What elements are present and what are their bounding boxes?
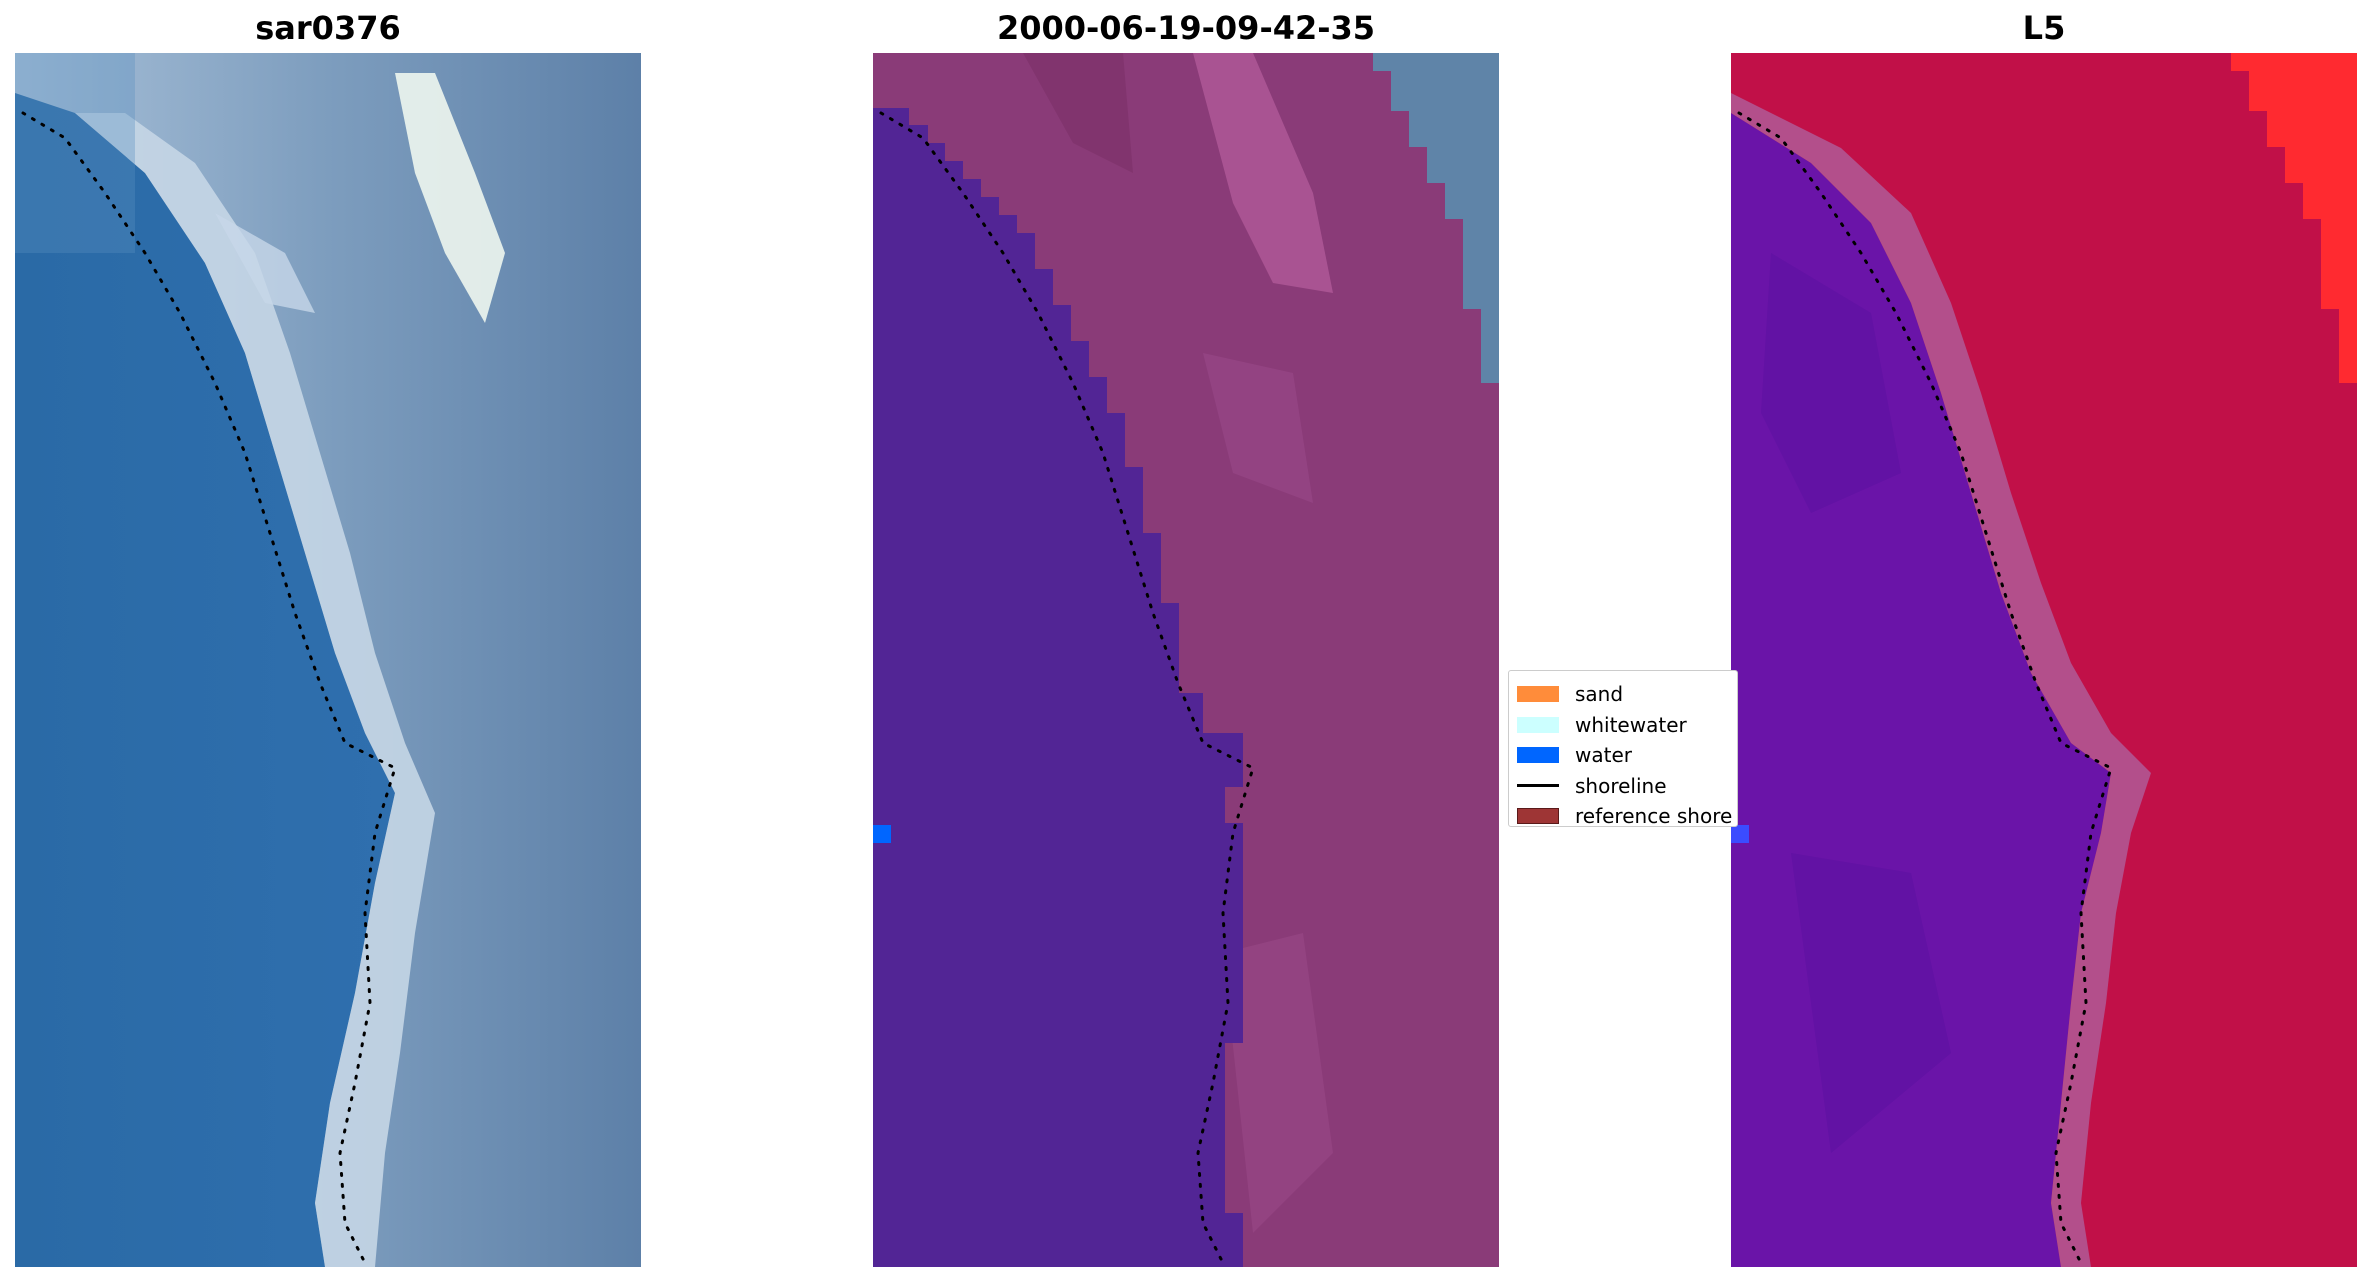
rgb-image-panel (15, 53, 641, 1267)
bright-red-region (2231, 53, 2357, 383)
rgb-image (15, 53, 641, 1267)
classified-image (873, 53, 1499, 1267)
legend-item-sand: sand (1517, 679, 1737, 710)
legend-item-shoreline: shoreline (1517, 771, 1737, 802)
legend-swatch-reference (1517, 808, 1559, 825)
sensor-image-panel (1731, 53, 2357, 1267)
water-pixel (1731, 825, 1749, 843)
legend-item-reference-shoreline: reference shore (1517, 801, 1737, 827)
shoreline-dotted (21, 111, 397, 1267)
shoreline-dotted (1737, 111, 2113, 1267)
legend-label: shoreline (1575, 773, 1667, 798)
legend-label: sand (1575, 682, 1624, 707)
unclassified-region (1373, 53, 1499, 383)
legend-swatch-sand (1517, 686, 1559, 703)
legend-swatch-whitewater (1517, 716, 1559, 733)
legend: sand whitewater water shoreline referenc… (1508, 670, 1738, 827)
panel-title-sensor: L5 (2022, 9, 2066, 47)
sensor-image (1731, 53, 2357, 1267)
legend-label: water (1575, 743, 1632, 768)
legend-label: reference shore (1575, 804, 1733, 827)
classified-image-panel (873, 53, 1499, 1267)
legend-line-shoreline (1517, 784, 1559, 788)
water-class-region (873, 108, 1243, 1267)
legend-swatch-water (1517, 747, 1559, 764)
legend-item-whitewater: whitewater (1517, 710, 1737, 741)
water-pixel (873, 825, 891, 843)
panel-title-classified: 2000-06-19-09-42-35 (996, 9, 1376, 47)
shoreline-dotted (879, 111, 1255, 1267)
panel-title-rgb: sar0376 (255, 9, 401, 47)
legend-label: whitewater (1575, 712, 1687, 737)
legend-item-water: water (1517, 740, 1737, 771)
